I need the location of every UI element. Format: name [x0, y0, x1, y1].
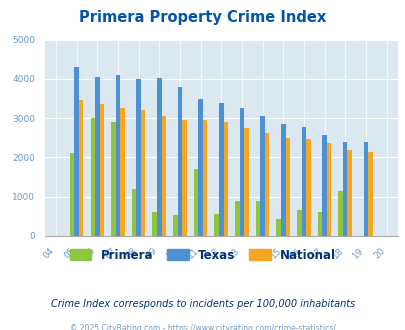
Bar [161, 116, 166, 236]
Bar [157, 78, 161, 236]
Bar [90, 118, 95, 236]
Bar [79, 100, 83, 236]
Text: Primera Property Crime Index: Primera Property Crime Index [79, 10, 326, 25]
Bar [132, 189, 136, 236]
Bar [95, 77, 99, 236]
Bar [193, 169, 198, 236]
Bar [243, 128, 248, 236]
Bar [239, 108, 243, 236]
Bar [141, 110, 145, 236]
Bar [305, 139, 310, 236]
Bar [136, 79, 141, 236]
Bar [260, 116, 264, 236]
Bar [214, 214, 218, 236]
Bar [317, 212, 322, 236]
Bar [264, 133, 269, 236]
Bar [152, 212, 157, 236]
Bar [301, 127, 305, 236]
Bar [234, 201, 239, 236]
Legend: Primera, Texas, National: Primera, Texas, National [65, 244, 340, 266]
Bar [322, 135, 326, 236]
Bar [173, 215, 177, 236]
Bar [285, 138, 289, 236]
Bar [111, 122, 115, 236]
Bar [182, 120, 186, 236]
Bar [255, 201, 260, 236]
Bar [347, 149, 351, 236]
Bar [218, 103, 223, 236]
Bar [115, 75, 120, 236]
Bar [74, 67, 79, 236]
Bar [337, 191, 342, 236]
Bar [367, 151, 372, 236]
Bar [198, 99, 202, 236]
Bar [363, 142, 367, 236]
Bar [280, 124, 285, 236]
Text: Crime Index corresponds to incidents per 100,000 inhabitants: Crime Index corresponds to incidents per… [51, 299, 354, 309]
Bar [223, 122, 228, 236]
Bar [276, 219, 280, 236]
Bar [326, 143, 330, 236]
Bar [342, 142, 347, 236]
Bar [120, 108, 124, 236]
Text: © 2025 CityRating.com - https://www.cityrating.com/crime-statistics/: © 2025 CityRating.com - https://www.city… [70, 324, 335, 330]
Bar [70, 153, 74, 236]
Bar [296, 210, 301, 236]
Bar [177, 87, 182, 236]
Bar [202, 120, 207, 236]
Bar [99, 104, 104, 236]
